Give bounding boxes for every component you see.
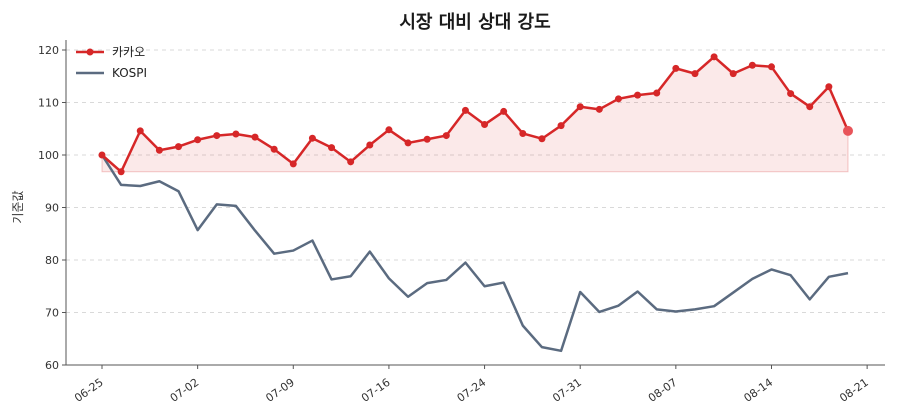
data-point-kakao-23 xyxy=(538,135,546,143)
data-point-kakao-37 xyxy=(806,103,814,111)
data-point-kakao-29 xyxy=(653,89,661,97)
data-point-kakao-12 xyxy=(328,144,336,152)
data-point-kakao-17 xyxy=(423,135,431,143)
data-point-kakao-8 xyxy=(251,133,259,141)
y-tick-label-70: 70 xyxy=(45,307,59,320)
grid-lines xyxy=(66,49,885,313)
data-point-kakao-32 xyxy=(710,53,718,61)
y-tick-label-90: 90 xyxy=(45,202,59,215)
x-tick-label-08-14: 08-14 xyxy=(742,376,776,405)
data-point-kakao-33 xyxy=(729,70,737,78)
y-tick-label-60: 60 xyxy=(45,359,59,372)
data-point-kakao-26 xyxy=(595,105,603,113)
x-tick-label-07-16: 07-16 xyxy=(359,376,393,405)
data-point-kakao-27 xyxy=(614,95,622,103)
data-point-kakao-7 xyxy=(232,130,240,138)
data-point-kakao-3 xyxy=(155,146,163,154)
data-point-kakao-39 xyxy=(843,125,853,136)
legend-label-kakao: 카카오 xyxy=(112,45,145,59)
y-tick-label-100: 100 xyxy=(38,149,59,162)
y-axis-label: 기준값 xyxy=(11,190,25,223)
series-lines xyxy=(98,53,853,353)
data-point-kakao-35 xyxy=(767,63,775,71)
legend: 카카오 KOSPI xyxy=(76,45,147,80)
data-point-kakao-21 xyxy=(500,107,508,115)
data-point-kakao-10 xyxy=(289,160,297,168)
data-point-kakao-1 xyxy=(117,168,125,176)
data-point-kakao-22 xyxy=(519,129,527,137)
data-point-kakao-25 xyxy=(576,103,584,111)
data-point-kakao-16 xyxy=(404,139,412,147)
x-tick-label-07-09: 07-09 xyxy=(263,376,297,405)
x-tick-label-07-24: 07-24 xyxy=(455,376,489,405)
data-point-kakao-9 xyxy=(270,145,278,153)
x-tick-label-07-31: 07-31 xyxy=(550,376,584,405)
data-point-kakao-14 xyxy=(366,141,374,149)
data-point-kakao-6 xyxy=(213,132,221,140)
legend-label-kospi: KOSPI xyxy=(112,66,147,80)
data-point-kakao-13 xyxy=(347,158,355,166)
data-point-kakao-31 xyxy=(691,70,699,78)
data-point-kakao-4 xyxy=(175,143,183,151)
data-point-kakao-36 xyxy=(787,90,795,98)
data-point-kakao-38 xyxy=(825,83,833,91)
x-tick-label-06-25: 06-25 xyxy=(72,376,106,405)
y-tick-label-110: 110 xyxy=(38,97,59,110)
data-point-kakao-20 xyxy=(481,121,489,129)
series-line-kospi xyxy=(100,154,849,353)
data-point-kakao-15 xyxy=(385,126,393,134)
data-point-kakao-18 xyxy=(442,132,450,140)
x-tick-label-08-21: 08-21 xyxy=(837,376,871,405)
y-tick-label-120: 120 xyxy=(38,44,59,57)
data-point-kakao-19 xyxy=(461,106,469,114)
y-tick-label-80: 80 xyxy=(45,254,59,267)
data-point-kakao-2 xyxy=(136,127,144,135)
data-point-kakao-28 xyxy=(634,91,642,99)
data-point-kakao-24 xyxy=(557,122,565,130)
x-tick-label-08-07: 08-07 xyxy=(646,376,680,405)
data-point-kakao-5 xyxy=(194,136,202,144)
x-tick-label-07-02: 07-02 xyxy=(168,376,202,405)
data-point-kakao-34 xyxy=(748,61,756,69)
legend-marker-kakao xyxy=(86,48,94,56)
chart-title: 시장 대비 상대 강도 xyxy=(399,12,550,33)
data-point-kakao-30 xyxy=(672,64,680,72)
data-point-kakao-11 xyxy=(308,134,316,142)
data-point-kakao-0 xyxy=(98,151,106,159)
series-line-kakao xyxy=(101,55,850,174)
